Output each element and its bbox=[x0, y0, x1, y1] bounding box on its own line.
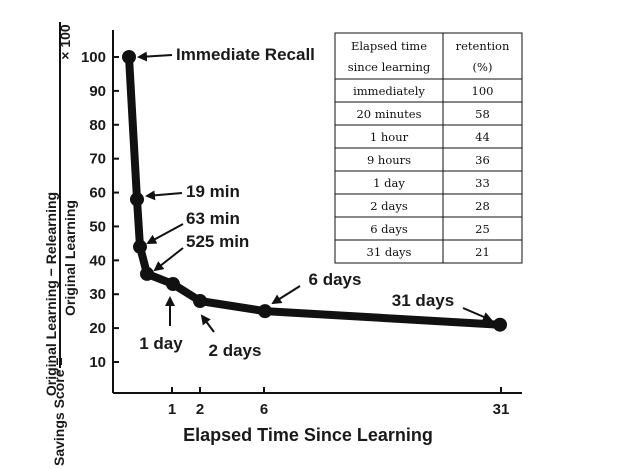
y-tick-label: 30 bbox=[89, 286, 106, 303]
table-cell: 1 hour bbox=[370, 130, 409, 144]
y-axis-prefix: Savings Score = bbox=[51, 357, 67, 466]
data-point bbox=[166, 277, 180, 292]
y-tick-label: 100 bbox=[81, 49, 106, 66]
table-cell: 20 minutes bbox=[356, 107, 421, 121]
table-cell: 1 day bbox=[373, 176, 405, 190]
annotation-arrow bbox=[145, 190, 183, 201]
table-header: (%) bbox=[473, 60, 493, 74]
x-tick-label: 6 bbox=[260, 401, 268, 418]
table-cell: 25 bbox=[475, 222, 490, 236]
data-point bbox=[193, 294, 207, 308]
table-cell: 28 bbox=[475, 199, 490, 213]
data-point bbox=[133, 239, 147, 254]
annotation-arrow bbox=[153, 247, 184, 272]
data-point bbox=[140, 266, 154, 281]
table-cell: 44 bbox=[475, 130, 490, 144]
annotation-label: 19 min bbox=[186, 182, 240, 201]
y-tick-label: 70 bbox=[89, 151, 106, 168]
annotation-label: 2 days bbox=[209, 341, 262, 360]
annotation-label: 6 days bbox=[309, 270, 362, 289]
table-cell: 33 bbox=[475, 176, 490, 190]
data-point bbox=[130, 192, 144, 207]
x-tick-label: 2 bbox=[196, 401, 204, 418]
annotation-label: 525 min bbox=[186, 232, 249, 251]
data-point bbox=[122, 50, 136, 64]
annotation-label: 31 days bbox=[392, 291, 454, 310]
table-header: retention bbox=[456, 39, 510, 53]
table-cell: 31 days bbox=[367, 245, 412, 259]
table-cell: 36 bbox=[475, 153, 490, 167]
data-point bbox=[493, 317, 507, 332]
retention-table: Elapsed time since learning retention (%) im… bbox=[334, 32, 523, 264]
series-savings bbox=[122, 50, 507, 332]
y-tick-label: 60 bbox=[89, 185, 106, 202]
table-header: Elapsed time bbox=[351, 39, 427, 53]
x-axis-title: Elapsed Time Since Learning bbox=[183, 425, 433, 445]
y-axis-suffix: × 100 bbox=[57, 24, 73, 60]
x-tick-label: 31 bbox=[493, 401, 510, 418]
y-axis-title: Savings Score = Original Learning − Rele… bbox=[43, 22, 78, 466]
table-cell: 100 bbox=[472, 84, 494, 98]
annotation-arrow bbox=[462, 307, 493, 322]
y-tick-label: 20 bbox=[89, 320, 106, 337]
y-tick-label: 80 bbox=[89, 117, 106, 134]
x-tick-label: 1 bbox=[168, 401, 176, 418]
x-ticks: 1 2 6 31 bbox=[168, 387, 510, 418]
table-cell: 21 bbox=[475, 245, 490, 259]
y-tick-label: 90 bbox=[89, 83, 106, 100]
series-line bbox=[125, 53, 504, 329]
annotation-arrow bbox=[146, 223, 184, 244]
table-header: since learning bbox=[348, 60, 431, 74]
y-tick-label: 50 bbox=[89, 218, 106, 235]
annotation-label: Immediate Recall bbox=[176, 45, 315, 64]
table-cell: 2 days bbox=[370, 199, 408, 213]
table-cell: immediately bbox=[353, 84, 425, 98]
y-ticks: 100 90 80 70 60 50 40 30 20 10 bbox=[81, 49, 119, 371]
annotation-label: 63 min bbox=[186, 209, 240, 228]
annotation-label: 1 day bbox=[139, 334, 183, 353]
annotation-arrow bbox=[137, 51, 173, 62]
table-cell: 9 hours bbox=[367, 153, 411, 167]
y-axis-numerator: Original Learning − Relearning bbox=[43, 192, 59, 396]
table-cell: 6 days bbox=[370, 222, 408, 236]
y-axis-denominator: Original Learning bbox=[62, 200, 78, 316]
table-cell: 58 bbox=[475, 107, 490, 121]
annotation-arrow bbox=[271, 285, 301, 305]
annotations: Immediate Recall 19 min 63 min 525 min 1 day… bbox=[137, 45, 493, 360]
y-tick-label: 10 bbox=[89, 354, 106, 371]
data-point bbox=[258, 304, 272, 319]
y-tick-label: 40 bbox=[89, 252, 106, 269]
annotation-arrow bbox=[200, 314, 215, 333]
